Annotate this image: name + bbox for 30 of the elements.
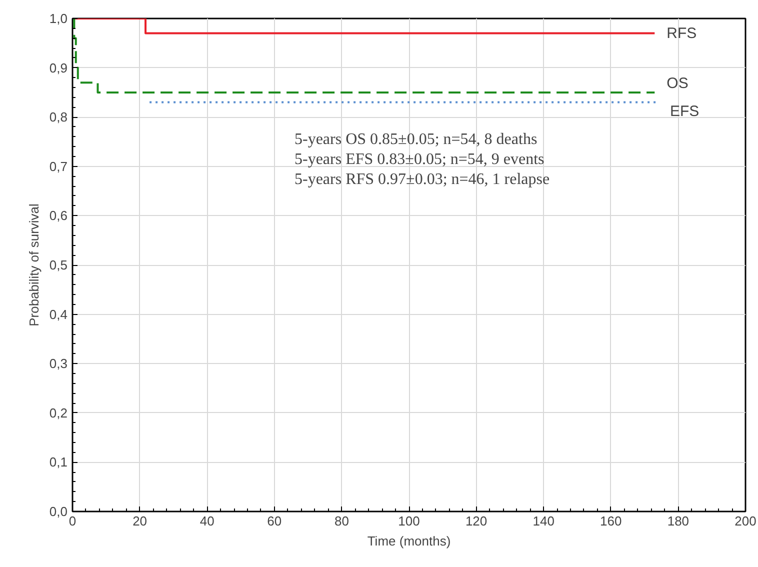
x-tick-label: 180: [667, 514, 690, 528]
annotation: 5-years EFS 0.83±0.05; n=54, 9 events: [294, 151, 544, 168]
x-tick-label: 120: [465, 514, 488, 528]
annotation: 5-years OS 0.85±0.05; n=54, 8 deaths: [294, 131, 538, 148]
y-tick-label: 0,7: [49, 158, 68, 174]
y-tick-label: 0,8: [49, 110, 68, 125]
x-tick-label: 200: [734, 514, 756, 528]
y-tick-label: 0,1: [49, 454, 68, 470]
y-tick-label: 0,3: [49, 356, 68, 372]
x-tick-label: 20: [132, 514, 148, 528]
x-tick-label: 40: [200, 514, 214, 528]
x-tick-label: 160: [600, 514, 622, 528]
y-tick-label: 0,9: [49, 60, 68, 76]
y-axis-title: Probability of survival: [26, 203, 42, 326]
y-tick-label: 0,2: [49, 405, 68, 420]
x-tick-label: 100: [398, 514, 420, 528]
y-tick-label: 1,0: [49, 11, 68, 26]
series-label: EFS: [670, 102, 700, 120]
y-tick-label: 0,0: [49, 504, 68, 519]
y-tick-label: 0,6: [49, 208, 68, 224]
x-tick-label: 80: [334, 514, 349, 528]
y-tick-label: 0,4: [49, 306, 68, 322]
series-label: OS: [666, 74, 688, 92]
series-label: RFS: [666, 24, 697, 42]
x-axis-title: Time (months): [367, 534, 451, 548]
annotation: 5-years RFS 0.97±0.03; n=46, 1 relapse: [294, 171, 550, 188]
x-tick-label: 140: [532, 514, 554, 528]
x-tick-label: 60: [267, 514, 282, 528]
x-tick-label: 0: [68, 514, 76, 528]
y-tick-label: 0,5: [49, 258, 68, 272]
